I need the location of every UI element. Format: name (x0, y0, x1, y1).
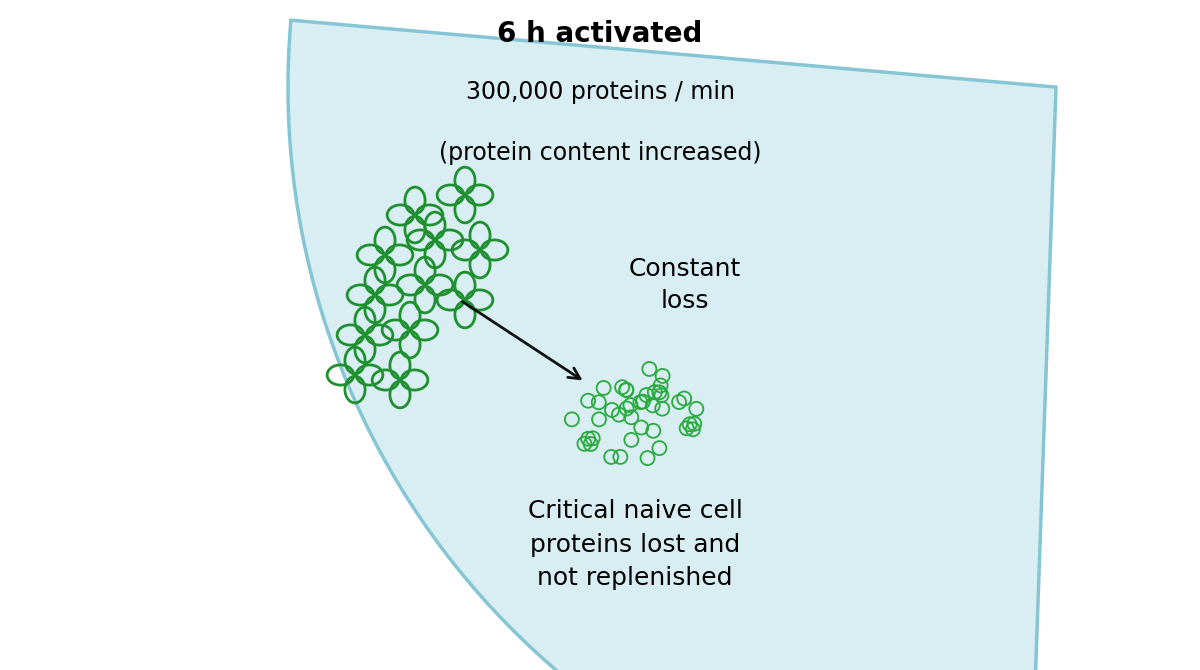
Text: 6 h activated: 6 h activated (497, 20, 703, 48)
Wedge shape (288, 20, 1056, 670)
Text: (protein content increased): (protein content increased) (439, 141, 761, 165)
Text: Critical naive cell
proteins lost and
not replenished: Critical naive cell proteins lost and no… (528, 500, 743, 590)
Text: Constant
loss: Constant loss (629, 257, 742, 313)
Text: 300,000 proteins / min: 300,000 proteins / min (466, 80, 734, 105)
